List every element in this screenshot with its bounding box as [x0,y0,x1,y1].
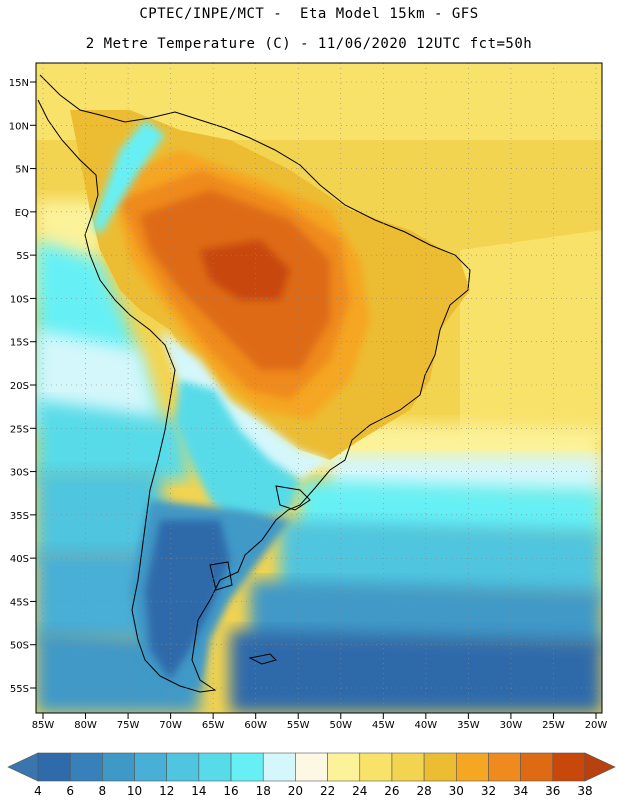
colorbar-segment [423,752,457,782]
colorbar-segment [198,752,232,782]
colorbar-segment [359,752,393,782]
longitude-labels: 85W 80W 75W 70W 65W 60W 55W 50W 45W 40W 35W 30W 25W 2… [32,713,608,731]
lon-label: 75W [117,720,140,731]
colorbar-segment [166,752,200,782]
latitude-labels: 15N 10N 5N EQ 5S 10S 15S 20S 25S 30S 35S 40S 45S 50S 5… [9,78,36,695]
lat-label: 25S [10,424,29,435]
colorbar-segment [37,752,71,782]
colorbar-segment [134,752,168,782]
colorbar-label: 18 [256,784,271,798]
colorbar: 4 6 8 10 12 14 16 18 20 22 24 26 28 30 32 34 36 38 [7,752,616,798]
colorbar-label: 16 [223,784,238,798]
lon-label: 85W [32,720,55,731]
colorbar-low-arrow [7,752,39,782]
colorbar-segment [552,752,586,782]
colorbar-label: 12 [159,784,174,798]
lon-label: 65W [202,720,225,731]
colorbar-label: 28 [416,784,431,798]
colorbar-label: 32 [481,784,496,798]
lon-label: 35W [457,720,480,731]
colorbar-label: 14 [191,784,206,798]
lat-label: EQ [15,208,29,219]
lat-label: 55S [10,684,29,695]
lon-label: 80W [74,720,97,731]
colorbar-segment [69,752,103,782]
colorbar-segment [295,752,328,782]
lat-label: 15S [10,338,29,349]
colorbar-segment [327,752,361,782]
lon-label: 25W [542,720,565,731]
colorbar-segment [391,752,425,782]
colorbar-label: 24 [352,784,367,798]
colorbar-label: 36 [545,784,560,798]
lon-label: 60W [244,720,267,731]
lon-label: 40W [415,720,438,731]
lat-label: 20S [10,381,29,392]
colorbar-label: 6 [66,784,74,798]
colorbar-label: 34 [513,784,528,798]
lat-label: 15N [9,78,29,89]
lon-label: 50W [329,720,352,731]
lat-label: 10S [10,294,29,305]
lat-label: 10N [9,121,29,132]
lat-label: 35S [10,511,29,522]
colorbar-segment [230,752,264,782]
lon-label: 70W [159,720,182,731]
lon-label: 30W [500,720,523,731]
colorbar-segment [262,752,296,782]
colorbar-high-arrow [584,752,616,782]
graticule [36,63,602,713]
colorbar-label: 8 [99,784,107,798]
colorbar-label: 30 [449,784,464,798]
map-title: CPTEC/INPE/MCT - Eta Model 15km - GFS [139,6,479,22]
lat-label: 45S [10,597,29,608]
colorbar-label: 22 [320,784,335,798]
lat-label: 40S [10,554,29,565]
map-frame [35,62,603,714]
colorbar-segment [455,752,489,782]
map-subtitle: 2 Metre Temperature (C) - 11/06/2020 12U… [85,36,533,52]
lon-label: 55W [287,720,310,731]
temperature-field [36,63,602,713]
coastline [37,74,471,693]
lat-label: 5S [16,251,29,262]
colorbar-segment [520,752,554,782]
colorbar-segment [102,752,135,782]
colorbar-segment [488,752,521,782]
colorbar-label: 4 [34,784,42,798]
colorbar-label: 20 [288,784,303,798]
lat-label: 50S [10,641,29,652]
colorbar-label: 38 [577,784,592,798]
colorbar-label: 26 [384,784,399,798]
lon-label: 20W [585,720,608,731]
colorbar-label: 10 [127,784,142,798]
lon-label: 45W [372,720,395,731]
lat-label: 30S [10,468,29,479]
lat-label: 5N [15,165,29,176]
